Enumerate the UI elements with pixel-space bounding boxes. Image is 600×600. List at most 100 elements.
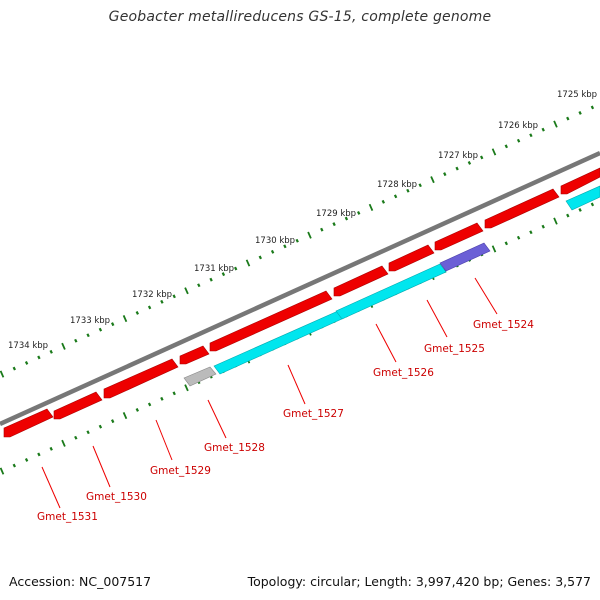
minor-tick (74, 435, 78, 440)
gene-label-gmet-1531[interactable]: Gmet_1531 (37, 511, 98, 523)
minor-tick (258, 255, 262, 260)
minor-tick (357, 211, 361, 215)
accession-value: NC_007517 (79, 574, 152, 589)
minor-tick (37, 452, 41, 457)
minor-tick (24, 361, 29, 365)
leader-line (155, 419, 173, 461)
gene-label-gmet-1526[interactable]: Gmet_1526 (373, 367, 434, 379)
gene-arrow-fwd[interactable] (560, 167, 600, 195)
major-tick (307, 231, 312, 239)
minor-tick (455, 166, 459, 171)
minor-tick (381, 199, 385, 204)
minor-tick (98, 327, 103, 332)
gene-arrow-gmet-1526[interactable] (335, 263, 447, 320)
gene-arrow-fwd[interactable] (333, 265, 389, 297)
minor-tick (504, 241, 508, 246)
minor-tick (172, 391, 176, 396)
leader-line (287, 364, 306, 405)
gene-arrow-gmet-1528-fwd[interactable] (179, 345, 210, 365)
leader-line (474, 277, 498, 315)
minor-tick (516, 235, 521, 240)
gene-label-gmet-1524[interactable]: Gmet_1524 (473, 319, 534, 331)
reverse-strand-genes (183, 185, 600, 387)
leader-line (426, 299, 448, 338)
gene-label-gmet-1525[interactable]: Gmet_1525 (424, 343, 485, 355)
minor-tick (160, 299, 164, 304)
major-tick (491, 245, 497, 253)
minor-tick (566, 213, 570, 218)
minor-tick (406, 188, 410, 193)
minor-tick (147, 305, 152, 310)
major-tick (61, 439, 66, 447)
minor-tick (86, 430, 90, 435)
major-tick (184, 287, 189, 295)
minor-tick (418, 183, 422, 188)
kbp-label: 1728 kbp (377, 180, 417, 190)
gene-label-gmet-1529[interactable]: Gmet_1529 (150, 465, 211, 477)
minor-tick (480, 155, 484, 160)
accession-label: Accession: (9, 574, 76, 589)
kbp-label: 1727 kbp (438, 151, 478, 161)
minor-tick (590, 202, 595, 207)
minor-tick (234, 266, 238, 271)
gene-arrow-gmet-1529[interactable] (103, 358, 179, 399)
gene-arrow-gmet-1530[interactable] (53, 391, 103, 420)
minor-tick (504, 144, 508, 149)
major-tick (245, 259, 251, 267)
forward-strand-genes (3, 167, 600, 438)
major-tick (553, 120, 558, 128)
minor-tick (541, 224, 545, 229)
minor-tick (74, 338, 78, 343)
leader-line (375, 323, 397, 363)
genome-summary: Topology: circular; Length: 3,997,420 bp… (247, 574, 591, 589)
major-tick (430, 176, 435, 184)
kbp-label: 1726 kbp (498, 121, 538, 131)
minor-tick (443, 172, 447, 177)
topology-value: circular (310, 574, 357, 589)
minor-tick (295, 238, 299, 243)
minor-tick (332, 222, 336, 227)
leader-line (207, 399, 227, 439)
kbp-labels: 1725 kbp 1726 kbp 1727 kbp 1728 kbp 1729… (8, 90, 597, 351)
minor-tick (566, 116, 570, 121)
gene-arrow-rev[interactable] (565, 185, 600, 211)
major-tick (122, 412, 128, 420)
kbp-label: 1731 kbp (194, 264, 234, 274)
minor-tick (221, 272, 226, 277)
minor-tick (541, 127, 545, 132)
map-title: Geobacter metallireducens GS-15, complet… (108, 9, 492, 25)
accession-info: Accession: NC_007517 (9, 574, 151, 589)
gene-arrow-fwd[interactable] (434, 222, 484, 251)
major-tick (368, 203, 374, 211)
major-tick (553, 217, 558, 225)
gene-arrow-fwd[interactable] (484, 188, 560, 229)
length-value: 3,997,420 bp (415, 574, 500, 589)
gene-arrow-fwd[interactable] (388, 244, 435, 272)
topology-label: Topology: (247, 574, 307, 589)
kbp-label: 1732 kbp (132, 290, 172, 300)
gene-arrow-gmet-1527-fwd[interactable] (209, 290, 333, 352)
genes-value: 3,577 (555, 574, 591, 589)
minor-tick (37, 355, 41, 360)
minor-tick (135, 311, 139, 315)
leader-line (41, 466, 61, 509)
gene-label-gmet-1528[interactable]: Gmet_1528 (204, 442, 265, 454)
gene-arrow-gmet-1531[interactable] (3, 408, 54, 438)
minor-tick (393, 194, 398, 199)
minor-tick (12, 366, 16, 371)
minor-tick (283, 244, 287, 249)
gene-labels: Gmet_1524 Gmet_1525 Gmet_1526 Gmet_1527 … (37, 319, 534, 523)
gene-label-gmet-1527[interactable]: Gmet_1527 (283, 408, 344, 420)
kbp-label: 1730 kbp (255, 236, 295, 246)
major-tick (0, 370, 5, 378)
gene-label-leaders (41, 277, 498, 509)
minor-tick (529, 133, 533, 138)
minor-tick (344, 216, 349, 221)
gene-label-gmet-1530[interactable]: Gmet_1530 (86, 491, 147, 503)
outer-scale-ring (0, 105, 595, 378)
minor-tick (111, 322, 115, 327)
gene-arrow-gmet-1528[interactable] (183, 366, 217, 387)
gene-arrow-gmet-1524[interactable] (439, 242, 491, 272)
major-tick (184, 384, 189, 392)
